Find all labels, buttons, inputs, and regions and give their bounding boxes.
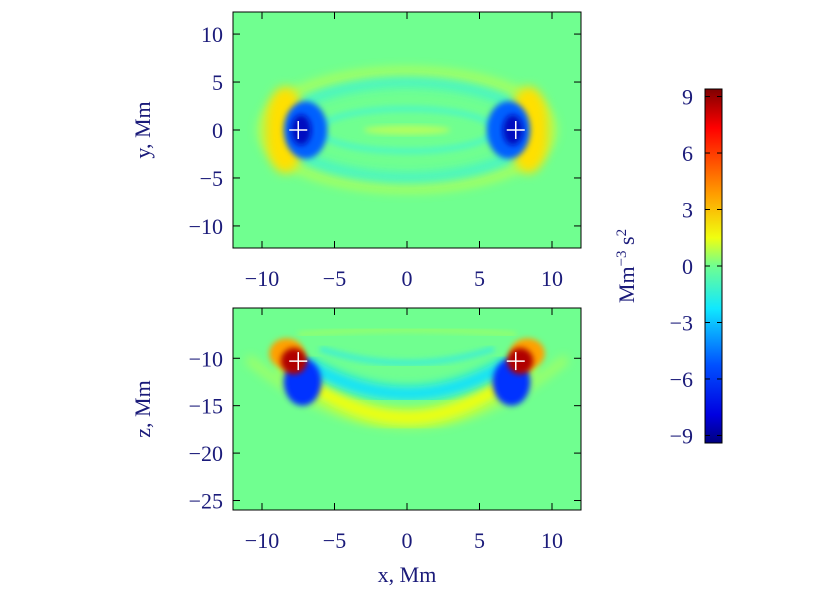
y-tick-label: 10	[201, 22, 223, 47]
x-tick-label: 0	[402, 528, 413, 553]
colorbar-tick-label: −9	[670, 423, 693, 448]
label-exponent: −3	[614, 250, 630, 266]
x-tick-label: 0	[402, 266, 413, 291]
colorbar-tick-label: 6	[682, 141, 693, 166]
field-feature	[363, 125, 451, 135]
x-tick-label: −10	[245, 528, 279, 553]
label-unit: s	[614, 236, 639, 250]
colorbar-tick-label: 3	[682, 198, 693, 223]
y-tick-label: −15	[189, 394, 223, 419]
field-feature	[298, 327, 516, 338]
x-tick-label: 10	[541, 528, 563, 553]
y-tick-label: −10	[189, 214, 223, 239]
x-tick-label: 5	[474, 266, 485, 291]
label-exponent: 2	[614, 229, 630, 237]
y-tick-label: 0	[212, 118, 223, 143]
y-tick-label: −25	[189, 489, 223, 514]
colorbar-tick-label: 9	[682, 85, 693, 110]
y-axis-label: y, Mm	[130, 101, 155, 158]
colorbar-label: Mm−3 s2	[614, 229, 639, 303]
field-feature	[319, 345, 495, 367]
colorbar-tick-label: −6	[670, 367, 693, 392]
field-feature	[257, 67, 557, 193]
colorbar-tick-label: −3	[670, 310, 693, 335]
field	[244, 327, 570, 429]
field	[257, 67, 557, 193]
field-feature	[301, 357, 513, 401]
source-marker	[506, 352, 525, 371]
source-marker	[506, 121, 525, 139]
plot-background	[233, 308, 581, 510]
x-tick-label: 5	[474, 528, 485, 553]
label-unit: Mm	[614, 266, 639, 303]
x-tick-label: −5	[323, 528, 346, 553]
y-axis-label: z, Mm	[130, 380, 155, 437]
x-tick-label: −10	[245, 266, 279, 291]
y-tick-label: −5	[200, 166, 223, 191]
x-tick-label: −5	[323, 266, 346, 291]
y-tick-label: −10	[189, 346, 223, 371]
x-tick-label: 10	[541, 266, 563, 291]
source-marker	[289, 352, 308, 371]
y-tick-label: −20	[189, 441, 223, 466]
y-tick-label: 5	[212, 70, 223, 95]
x-axis-label: x, Mm	[378, 562, 437, 587]
source-marker	[289, 121, 308, 139]
colorbar-tick-label: 0	[682, 254, 693, 279]
